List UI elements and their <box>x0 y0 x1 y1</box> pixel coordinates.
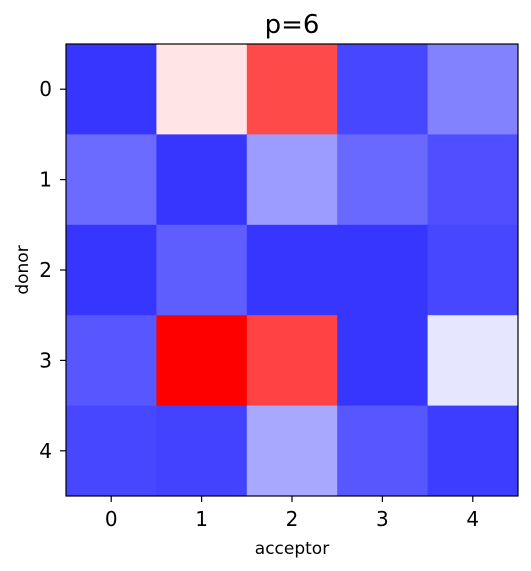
x-tick-label: 4 <box>466 507 479 531</box>
heatmap-cell-r1-c1 <box>156 134 248 226</box>
heatmap-cell-r0-c0 <box>66 44 157 135</box>
y-tick-label: 1 <box>39 168 52 192</box>
heatmap-cell-r3-c0 <box>66 315 157 407</box>
heatmap-cell-r4-c2 <box>246 405 338 497</box>
heatmap-cell-r0-c4 <box>427 44 519 135</box>
heatmap-cell-r2-c3 <box>337 224 429 316</box>
y-axis-label: donor <box>13 245 33 294</box>
heatmap-cell-r1-c0 <box>66 134 157 226</box>
heatmap-cell-r4-c3 <box>337 405 429 497</box>
heatmap-cell-r0-c2 <box>246 44 338 135</box>
heatmap-cell-r1-c3 <box>337 134 429 226</box>
heatmap-cells <box>66 44 519 497</box>
heatmap-cell-r4-c1 <box>156 405 248 497</box>
heatmap-cell-r2-c0 <box>66 224 157 316</box>
x-axis-ticks: 0 1 2 3 4 <box>105 496 479 531</box>
heatmap-cell-r2-c4 <box>427 224 519 316</box>
heatmap-cell-r3-c1 <box>156 315 248 407</box>
heatmap-cell-r0-c1 <box>156 44 248 135</box>
y-tick-label: 3 <box>39 348 52 372</box>
heatmap-cell-r1-c4 <box>427 134 519 226</box>
heatmap-cell-r4-c0 <box>66 405 157 497</box>
heatmap-cell-r0-c3 <box>337 44 429 135</box>
y-tick-label: 0 <box>39 77 52 101</box>
heatmap-cell-r2-c2 <box>246 224 338 316</box>
x-axis-label: acceptor <box>255 539 329 559</box>
y-tick-label: 4 <box>39 439 52 463</box>
x-tick-label: 2 <box>286 507 299 531</box>
heatmap-cell-r3-c3 <box>337 315 429 407</box>
heatmap-cell-r4-c4 <box>427 405 519 497</box>
heatmap-cell-r3-c4 <box>427 315 519 407</box>
x-tick-label: 3 <box>376 507 389 531</box>
x-tick-label: 1 <box>195 507 208 531</box>
heatmap-cell-r2-c1 <box>156 224 248 316</box>
chart-title: p=6 <box>265 10 320 40</box>
y-axis-ticks: 0 1 2 3 4 <box>39 77 66 463</box>
heatmap-cell-r1-c2 <box>246 134 338 226</box>
y-tick-label: 2 <box>39 258 52 282</box>
x-tick-label: 0 <box>105 507 118 531</box>
heatmap-cell-r3-c2 <box>246 315 338 407</box>
